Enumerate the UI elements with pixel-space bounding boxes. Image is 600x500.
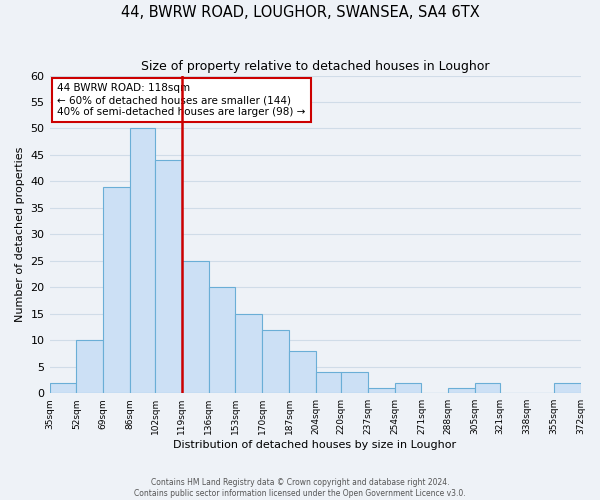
Bar	[341, 372, 368, 393]
Bar	[155, 160, 182, 393]
Bar	[235, 314, 262, 393]
Bar	[368, 388, 395, 393]
Bar	[50, 382, 76, 393]
Bar	[475, 382, 500, 393]
Title: Size of property relative to detached houses in Loughor: Size of property relative to detached ho…	[141, 60, 489, 73]
Text: 44 BWRW ROAD: 118sqm
← 60% of detached houses are smaller (144)
40% of semi-deta: 44 BWRW ROAD: 118sqm ← 60% of detached h…	[58, 84, 306, 116]
Text: Contains HM Land Registry data © Crown copyright and database right 2024.
Contai: Contains HM Land Registry data © Crown c…	[134, 478, 466, 498]
Bar	[209, 288, 235, 393]
Bar	[262, 330, 289, 393]
Bar	[289, 351, 316, 393]
Y-axis label: Number of detached properties: Number of detached properties	[15, 146, 25, 322]
Bar	[130, 128, 155, 393]
Bar	[395, 382, 421, 393]
Bar	[554, 382, 581, 393]
Bar	[182, 261, 209, 393]
Text: 44, BWRW ROAD, LOUGHOR, SWANSEA, SA4 6TX: 44, BWRW ROAD, LOUGHOR, SWANSEA, SA4 6TX	[121, 5, 479, 20]
X-axis label: Distribution of detached houses by size in Loughor: Distribution of detached houses by size …	[173, 440, 457, 450]
Bar	[316, 372, 341, 393]
Bar	[103, 186, 130, 393]
Bar	[76, 340, 103, 393]
Bar	[448, 388, 475, 393]
